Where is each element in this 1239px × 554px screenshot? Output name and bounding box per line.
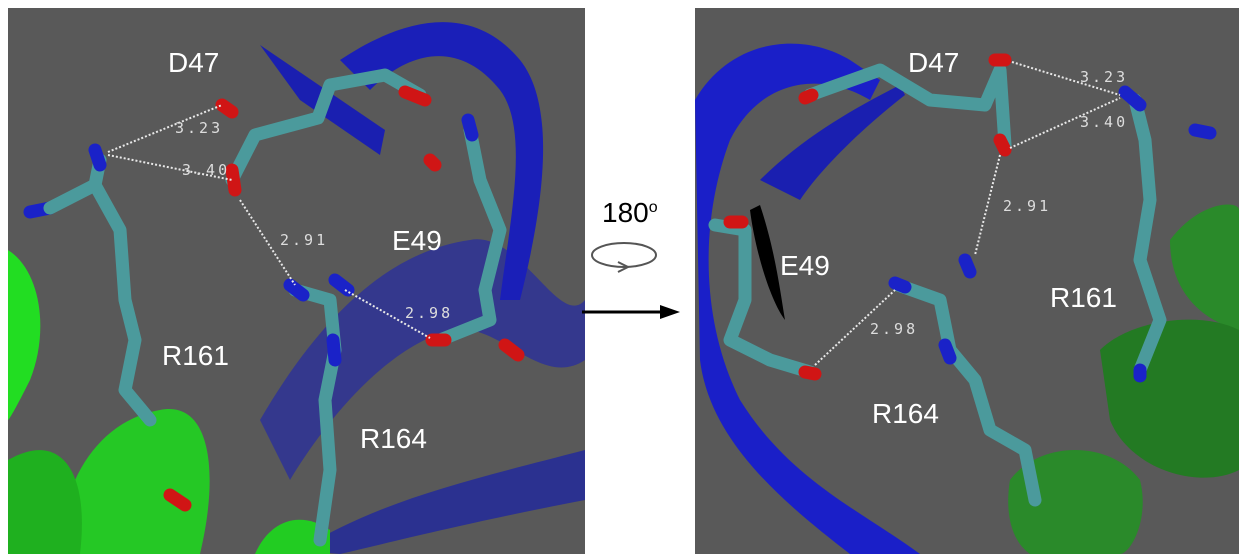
residue-label: R161 — [162, 340, 229, 371]
right-panel: D47 E49 R161 R164 3.23 3.40 2.91 2.98 — [695, 8, 1239, 554]
oxygen — [805, 372, 815, 374]
distance-label: 2.98 — [870, 320, 918, 338]
residue-label: D47 — [168, 47, 219, 78]
figure: D47 E49 R161 R164 3.23 3.40 2.91 2.98 18… — [0, 0, 1239, 554]
distance-label: 3.23 — [1080, 68, 1128, 86]
residue-label: R161 — [1050, 282, 1117, 313]
oxygen — [1000, 140, 1005, 150]
residue-label: R164 — [872, 398, 939, 429]
oxygen — [505, 345, 518, 355]
oxygen — [170, 495, 185, 505]
oxygen — [405, 92, 425, 100]
degree-symbol: o — [649, 199, 658, 216]
nitrogen — [468, 120, 472, 135]
distance-label: 2.91 — [280, 231, 328, 249]
rotation-angle: 180o — [602, 197, 658, 228]
nitrogen — [290, 285, 303, 295]
oxygen — [805, 95, 812, 98]
rotation-ellipse — [592, 243, 656, 267]
nitrogen — [945, 345, 950, 358]
nitrogen — [335, 280, 348, 290]
residue-label: D47 — [908, 47, 959, 78]
left-panel: D47 E49 R161 R164 3.23 3.40 2.91 2.98 — [8, 8, 585, 554]
distance-label: 3.23 — [175, 119, 223, 137]
residue-label: E49 — [392, 225, 442, 256]
angle-value: 180 — [602, 197, 649, 228]
oxygen — [430, 160, 435, 165]
arrow-head — [660, 305, 680, 319]
rotation-indicator: 180o — [582, 197, 680, 319]
nitrogen — [965, 260, 970, 272]
nitrogen — [95, 150, 100, 165]
residue-label: E49 — [780, 250, 830, 281]
distance-label: 3.40 — [182, 161, 230, 179]
oxygen — [222, 105, 232, 112]
distance-label: 2.98 — [405, 304, 453, 322]
oxygen — [232, 170, 235, 190]
nitrogen — [1195, 130, 1210, 133]
distance-label: 3.40 — [1080, 113, 1128, 131]
nitrogen — [333, 340, 335, 360]
nitrogen — [895, 283, 905, 287]
residue-label: R164 — [360, 423, 427, 454]
distance-label: 2.91 — [1003, 197, 1051, 215]
